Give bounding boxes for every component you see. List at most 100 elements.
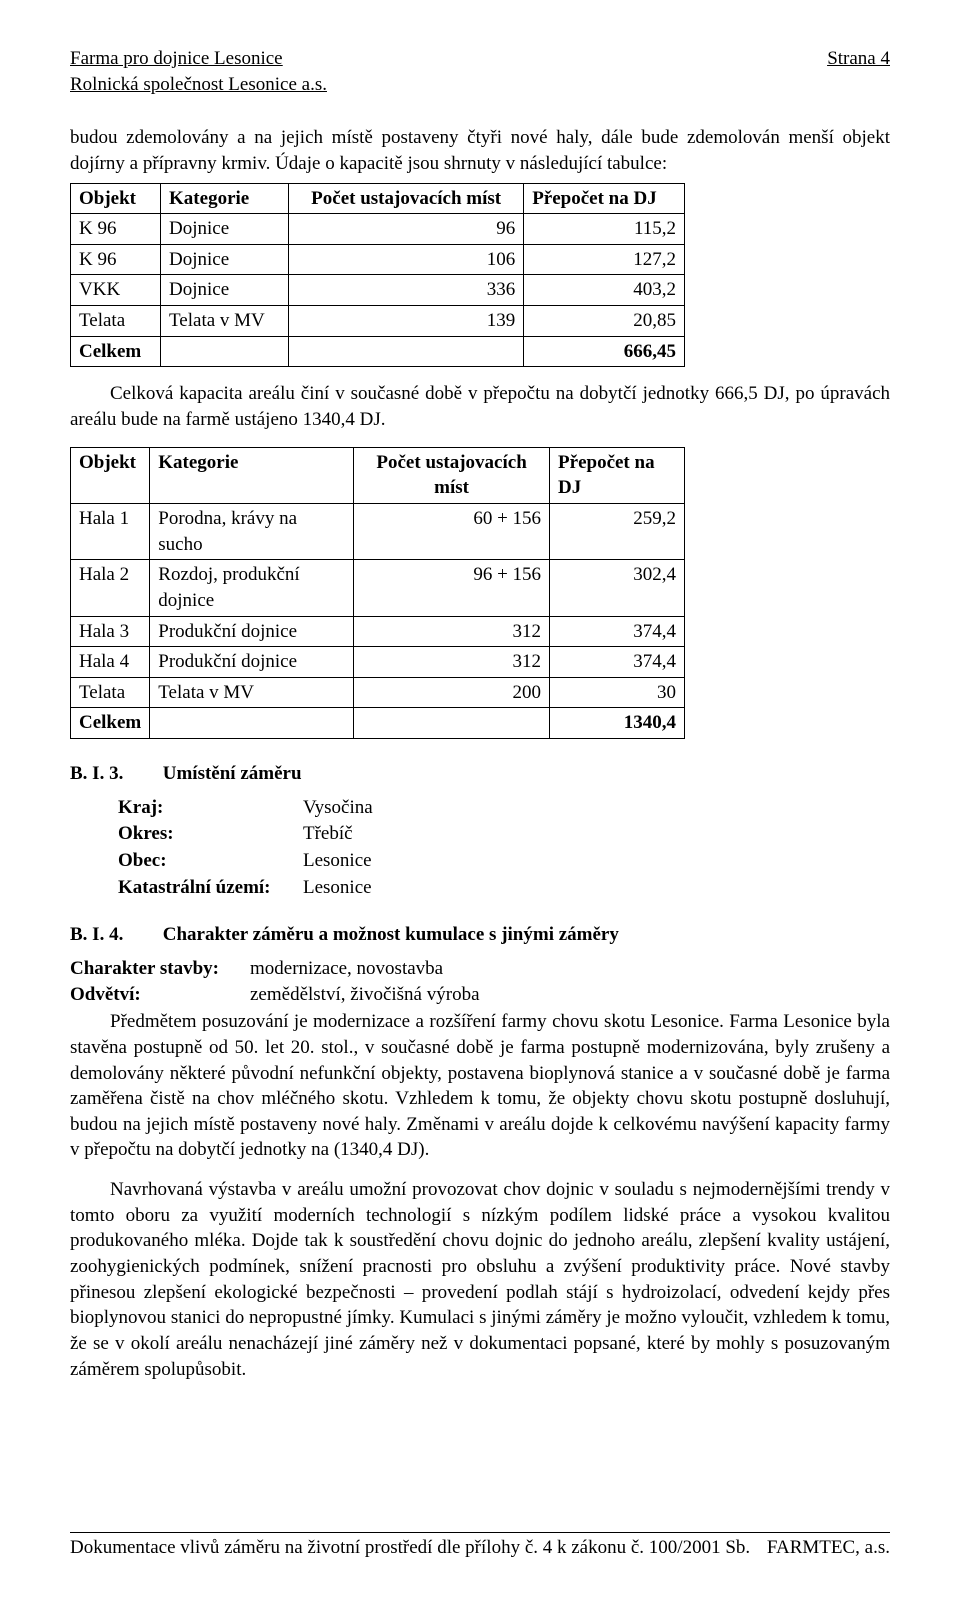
cell: Hala 2	[71, 560, 150, 616]
cell: 30	[550, 677, 685, 708]
section-title: Charakter záměru a možnost kumulace s ji…	[163, 924, 619, 945]
cell: Hala 3	[71, 616, 150, 647]
table-row: K 96 Dojnice 96 115,2	[71, 214, 685, 245]
cell: Produkční dojnice	[150, 647, 354, 678]
cell: 96	[289, 214, 524, 245]
cell: 259,2	[550, 503, 685, 559]
location-row: Okres: Třebíč	[118, 821, 890, 847]
bi4-paragraph-2: Navrhovaná výstavba v areálu umožní prov…	[70, 1177, 890, 1382]
location-value: Lesonice	[303, 875, 372, 901]
doc-title-line1: Farma pro dojnice Lesonice	[70, 46, 283, 72]
cell: Dojnice	[161, 244, 289, 275]
cell: K 96	[71, 244, 161, 275]
section-bi3-heading: B. I. 3. Umístění záměru	[70, 761, 890, 787]
cell	[289, 336, 524, 367]
section-code: B. I. 4.	[70, 922, 158, 948]
col-kategorie: Kategorie	[150, 447, 354, 503]
page-number: Strana 4	[827, 46, 890, 72]
location-row: Katastrální území: Lesonice	[118, 875, 890, 901]
table-row: Telata Telata v MV 139 20,85	[71, 306, 685, 337]
table-row: Hala 4 Produkční dojnice 312 374,4	[71, 647, 685, 678]
cell: 20,85	[524, 306, 685, 337]
cell: 127,2	[524, 244, 685, 275]
location-label: Okres:	[118, 821, 303, 847]
capacity-summary-paragraph: Celková kapacita areálu činí v současné …	[70, 381, 890, 432]
cell: Hala 1	[71, 503, 150, 559]
cell: Celkem	[71, 336, 161, 367]
col-pocet: Počet ustajovacích míst	[289, 183, 524, 214]
page-footer: Dokumentace vlivů záměru na životní pros…	[70, 1532, 890, 1561]
cell: Telata	[71, 677, 150, 708]
cell: 1340,4	[550, 708, 685, 739]
cell: 200	[354, 677, 550, 708]
cell: Dojnice	[161, 214, 289, 245]
col-pocet: Počet ustajovacích míst	[354, 447, 550, 503]
doc-title-line2: Rolnická společnost Lesonice a.s.	[70, 72, 890, 98]
cell: 96 + 156	[354, 560, 550, 616]
character-label: Charakter stavby:	[70, 956, 250, 982]
location-block: Kraj: Vysočina Okres: Třebíč Obec: Leson…	[118, 795, 890, 901]
cell: 115,2	[524, 214, 685, 245]
character-label: Odvětví:	[70, 982, 250, 1008]
cell: 302,4	[550, 560, 685, 616]
location-label: Katastrální území:	[118, 875, 303, 901]
cell: Dojnice	[161, 275, 289, 306]
cell: 374,4	[550, 616, 685, 647]
section-title: Umístění záměru	[163, 763, 302, 784]
col-objekt: Objekt	[71, 447, 150, 503]
table-row: Hala 3 Produkční dojnice 312 374,4	[71, 616, 685, 647]
table-row: Hala 2 Rozdoj, produkční dojnice 96 + 15…	[71, 560, 685, 616]
cell: K 96	[71, 214, 161, 245]
footer-left: Dokumentace vlivů záměru na životní pros…	[70, 1535, 750, 1561]
capacity-table-current: Objekt Kategorie Počet ustajovacích míst…	[70, 183, 685, 368]
bi4-paragraph-1: Předmětem posuzování je modernizace a ro…	[70, 1009, 890, 1163]
cell: 666,45	[524, 336, 685, 367]
cell: Telata	[71, 306, 161, 337]
col-objekt: Objekt	[71, 183, 161, 214]
cell	[161, 336, 289, 367]
col-kategorie: Kategorie	[161, 183, 289, 214]
table-row: Telata Telata v MV 200 30	[71, 677, 685, 708]
table-row-total: Celkem 666,45	[71, 336, 685, 367]
table-header-row: Objekt Kategorie Počet ustajovacích míst…	[71, 447, 685, 503]
cell	[354, 708, 550, 739]
capacity-table-planned: Objekt Kategorie Počet ustajovacích míst…	[70, 447, 685, 739]
character-value: modernizace, novostavba	[250, 956, 443, 982]
cell: 106	[289, 244, 524, 275]
cell: 403,2	[524, 275, 685, 306]
cell: Hala 4	[71, 647, 150, 678]
character-value: zemědělství, živočišná výroba	[250, 982, 480, 1008]
character-row: Odvětví: zemědělství, živočišná výroba	[70, 982, 890, 1008]
cell	[150, 708, 354, 739]
location-row: Obec: Lesonice	[118, 848, 890, 874]
cell: Produkční dojnice	[150, 616, 354, 647]
intro-paragraph: budou zdemolovány a na jejich místě post…	[70, 125, 890, 176]
section-bi4-heading: B. I. 4. Charakter záměru a možnost kumu…	[70, 922, 890, 948]
location-label: Kraj:	[118, 795, 303, 821]
page-header: Farma pro dojnice Lesonice Strana 4	[70, 46, 890, 72]
cell: 139	[289, 306, 524, 337]
col-prepocet: Přepočet na DJ	[524, 183, 685, 214]
cell: 312	[354, 647, 550, 678]
location-row: Kraj: Vysočina	[118, 795, 890, 821]
character-block: Charakter stavby: modernizace, novostavb…	[70, 956, 890, 1007]
cell: Telata v MV	[161, 306, 289, 337]
table-row: Hala 1 Porodna, krávy na sucho 60 + 156 …	[71, 503, 685, 559]
location-label: Obec:	[118, 848, 303, 874]
cell: Telata v MV	[150, 677, 354, 708]
cell: Rozdoj, produkční dojnice	[150, 560, 354, 616]
footer-right: FARMTEC, a.s.	[767, 1535, 890, 1561]
location-value: Třebíč	[303, 821, 353, 847]
location-value: Lesonice	[303, 848, 372, 874]
section-code: B. I. 3.	[70, 761, 158, 787]
cell: 336	[289, 275, 524, 306]
cell: 374,4	[550, 647, 685, 678]
cell: Porodna, krávy na sucho	[150, 503, 354, 559]
table-row-total: Celkem 1340,4	[71, 708, 685, 739]
cell: 60 + 156	[354, 503, 550, 559]
cell: VKK	[71, 275, 161, 306]
col-prepocet: Přepočet na DJ	[550, 447, 685, 503]
location-value: Vysočina	[303, 795, 373, 821]
cell: Celkem	[71, 708, 150, 739]
character-row: Charakter stavby: modernizace, novostavb…	[70, 956, 890, 982]
